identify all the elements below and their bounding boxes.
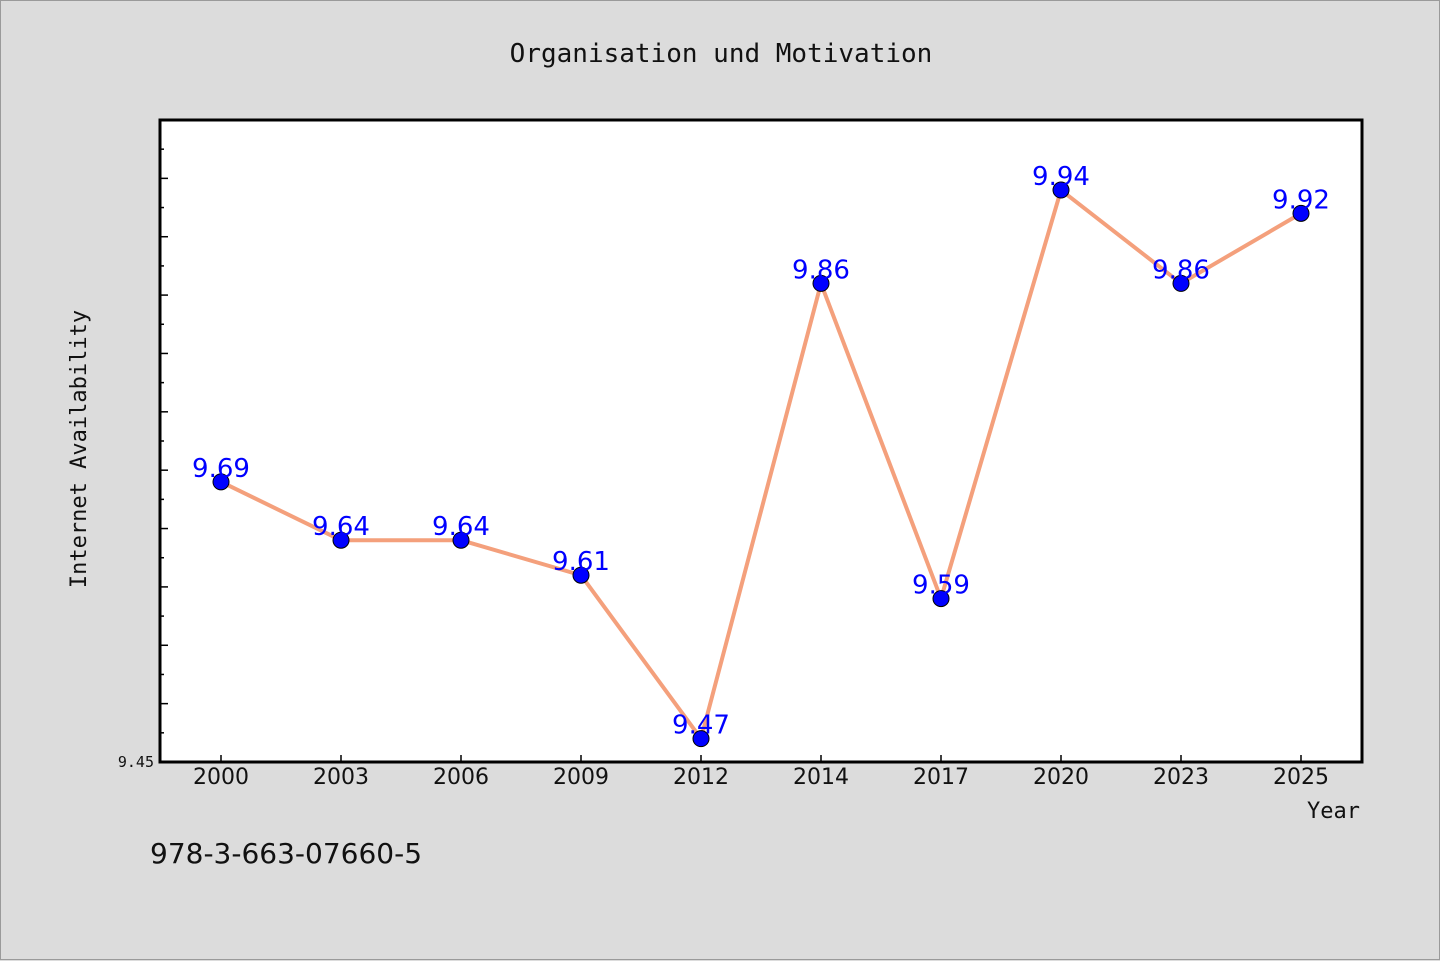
data-labels: 9.69 9.64 9.64 9.61 9.47 9.86 9.59 9.94 9.86 9.92 xyxy=(192,162,1330,741)
data-point xyxy=(1052,181,1070,199)
series-line-group xyxy=(220,188,1303,741)
data-point xyxy=(1292,204,1310,222)
data-label: 9.92 xyxy=(1272,185,1330,215)
data-markers xyxy=(212,181,1310,748)
data-point xyxy=(692,730,710,748)
x-tick-label: 2009 xyxy=(553,765,609,790)
data-point xyxy=(812,274,830,292)
data-point xyxy=(932,590,950,608)
data-label: 9.86 xyxy=(792,255,850,285)
x-tick-label: 2014 xyxy=(793,765,849,790)
x-tick-label: 2023 xyxy=(1153,765,1209,790)
data-point xyxy=(572,566,590,584)
data-point xyxy=(452,531,470,549)
x-axis-label: Year xyxy=(1307,799,1360,824)
x-tick-label: 2000 xyxy=(193,765,249,790)
x-tick-label: 2003 xyxy=(313,765,369,790)
data-label: 9.69 xyxy=(192,454,250,484)
x-tick-label: 2006 xyxy=(433,765,489,790)
y-axis-ticks xyxy=(160,119,168,763)
chart-title: Organisation und Motivation xyxy=(510,39,933,69)
data-label: 9.64 xyxy=(312,512,370,542)
x-tick-label: 2020 xyxy=(1033,765,1089,790)
data-label: 9.86 xyxy=(1152,255,1210,285)
plot-area xyxy=(158,118,1364,764)
y-tick-label: 9.45 xyxy=(118,753,154,771)
x-axis-ticks: 2000 2003 2006 2009 2012 2014 2017 2020 2023 2025 xyxy=(193,755,1329,790)
data-point xyxy=(212,473,230,491)
data-point xyxy=(1172,274,1190,292)
x-tick-label: 2017 xyxy=(913,765,969,790)
x-tick-label: 2012 xyxy=(673,765,729,790)
data-label: 9.47 xyxy=(672,711,730,741)
data-label: 9.64 xyxy=(432,512,490,542)
data-label: 9.94 xyxy=(1032,162,1090,192)
x-tick-label: 2025 xyxy=(1273,765,1329,790)
data-label: 9.61 xyxy=(552,547,610,577)
data-point xyxy=(332,531,350,549)
footer-isbn: 978-3-663-07660-5 xyxy=(150,837,422,870)
y-axis-label: Internet Availability xyxy=(67,310,92,588)
series-line xyxy=(220,188,1303,741)
data-label: 9.59 xyxy=(912,571,970,601)
